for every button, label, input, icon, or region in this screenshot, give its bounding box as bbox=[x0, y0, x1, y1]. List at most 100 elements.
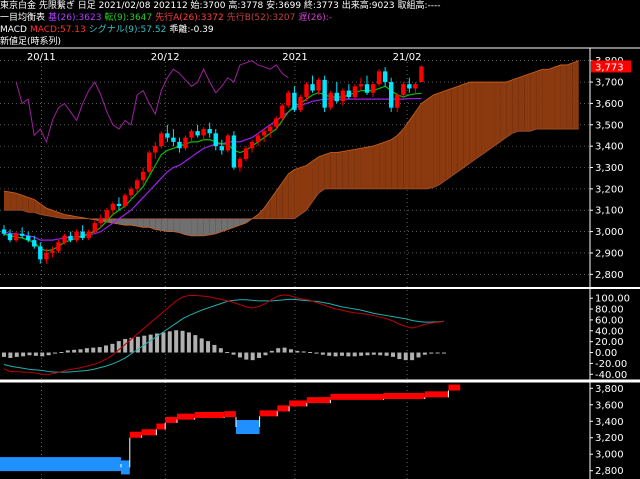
macd-hist-bar bbox=[193, 335, 198, 353]
cloud-segment bbox=[542, 69, 549, 130]
chart-header-main: 東京白金 先限繋ぎ 日足 2021/02/08 202112 始:3700 高:… bbox=[0, 1, 444, 11]
y-tick-label: -40.00 bbox=[595, 370, 627, 381]
macd-hist-bar bbox=[397, 352, 402, 360]
cloud-segment bbox=[131, 218, 138, 227]
candle-body bbox=[92, 223, 97, 232]
macd-hist-bar bbox=[2, 352, 6, 357]
candle-body bbox=[298, 97, 303, 110]
cloud-segment bbox=[40, 203, 47, 216]
ichimoku-lag: 遅(26):- bbox=[298, 13, 333, 23]
candle-body bbox=[177, 141, 182, 149]
y-tick-label: 80.00 bbox=[595, 305, 624, 316]
candle-body bbox=[231, 135, 237, 168]
candle-body bbox=[213, 133, 218, 147]
macd-hist-bar bbox=[352, 352, 357, 357]
macd-hist-bar bbox=[257, 352, 262, 358]
ichimoku-span-b: 先行B(52):3207 bbox=[226, 13, 296, 23]
macd-hist-bar bbox=[199, 338, 204, 353]
candle-body bbox=[280, 105, 285, 119]
cloud-segment bbox=[70, 215, 77, 219]
macd-hist-bar bbox=[308, 351, 313, 353]
cloud-segment bbox=[560, 64, 567, 130]
candle-body bbox=[74, 231, 79, 241]
candle-body bbox=[147, 152, 152, 172]
candle-body bbox=[171, 137, 176, 142]
macd-hist-bar bbox=[218, 348, 223, 353]
macd-hist-bar bbox=[327, 352, 332, 356]
candle-body bbox=[110, 203, 116, 211]
macd-hist-bar bbox=[206, 341, 211, 353]
cloud-segment bbox=[348, 149, 355, 189]
base-line bbox=[3, 97, 422, 241]
macd-label: MACD bbox=[0, 25, 27, 35]
candle-body bbox=[376, 71, 382, 85]
macd-hist-bar bbox=[104, 345, 109, 353]
macd-hist-bar bbox=[174, 330, 179, 353]
macd-hist-bar bbox=[435, 352, 440, 354]
chart-title-info: 東京白金 先限繋ぎ 日足 2021/02/08 202112 始:3700 高:… bbox=[0, 1, 441, 11]
cloud-segment bbox=[167, 218, 174, 232]
candle-body bbox=[68, 235, 73, 241]
candle-body bbox=[358, 84, 364, 87]
cloud-segment bbox=[227, 218, 234, 230]
candle-body bbox=[56, 242, 61, 251]
macd-hist-bar bbox=[33, 352, 38, 356]
cloud-segment bbox=[191, 218, 198, 236]
macd-hist-bar bbox=[142, 335, 147, 353]
cloud-segment bbox=[28, 197, 35, 213]
macd-hist-bar bbox=[212, 344, 217, 353]
y-tick-label: 3,000 bbox=[595, 227, 624, 238]
macd-hist-bar bbox=[263, 352, 268, 356]
macd-hist-bar bbox=[110, 343, 115, 353]
new-price-bar bbox=[129, 431, 142, 438]
cloud-segment bbox=[397, 129, 404, 189]
candle-body bbox=[268, 126, 273, 132]
macd-hist-bar bbox=[403, 352, 408, 361]
macd-hist-bar bbox=[333, 352, 338, 357]
cloud-segment bbox=[221, 218, 228, 232]
cloud-segment bbox=[161, 218, 168, 232]
cloud-segment bbox=[439, 90, 446, 185]
conversion-line bbox=[3, 85, 422, 252]
cloud-segment bbox=[118, 218, 125, 226]
y-tick-label: 3,600 bbox=[595, 99, 624, 110]
cloud-segment bbox=[463, 82, 470, 168]
y-tick-label: 3,800 bbox=[595, 384, 624, 395]
y-tick-label: 3,200 bbox=[595, 433, 624, 444]
macd-hist-bar bbox=[429, 352, 434, 354]
macd-hist-bar bbox=[46, 352, 51, 356]
last-price-tag bbox=[591, 60, 631, 73]
macd-hist-bar bbox=[390, 352, 395, 357]
macd-hist-bar bbox=[72, 349, 77, 353]
candle-body bbox=[292, 92, 297, 110]
macd-hist-bar bbox=[384, 352, 389, 356]
candle-body bbox=[328, 92, 333, 108]
cloud-segment bbox=[500, 82, 507, 142]
new-price-bar bbox=[277, 405, 290, 412]
y-tick-label: 2,900 bbox=[595, 248, 624, 259]
y-tick-label: 3,100 bbox=[595, 206, 624, 217]
y-tick-label: 3,500 bbox=[595, 120, 624, 131]
x-tick-label: 2021 bbox=[282, 52, 307, 63]
macd-hist-bar bbox=[416, 352, 421, 358]
macd-hist: 乖離:-0.39 bbox=[169, 25, 214, 35]
candle-body bbox=[340, 90, 345, 102]
candle-body bbox=[207, 129, 212, 134]
cloud-segment bbox=[524, 73, 531, 132]
macd-hist-bar bbox=[288, 349, 293, 353]
cloud-segment bbox=[4, 191, 11, 211]
cloud-segment bbox=[155, 218, 162, 231]
candle-body bbox=[389, 82, 394, 108]
cloud-segment bbox=[143, 218, 150, 228]
y-tick-label: -20.00 bbox=[595, 359, 627, 370]
candle-body bbox=[261, 131, 267, 136]
new-price-bar bbox=[448, 384, 461, 391]
cloud-segment bbox=[427, 94, 434, 189]
cloud-segment bbox=[379, 141, 386, 189]
new-price-bar bbox=[259, 410, 278, 417]
macd-hist-bar bbox=[269, 350, 274, 353]
macd-value: MACD:57.13 bbox=[29, 25, 86, 35]
candle-body bbox=[1, 229, 7, 234]
cloud-segment bbox=[324, 152, 331, 189]
